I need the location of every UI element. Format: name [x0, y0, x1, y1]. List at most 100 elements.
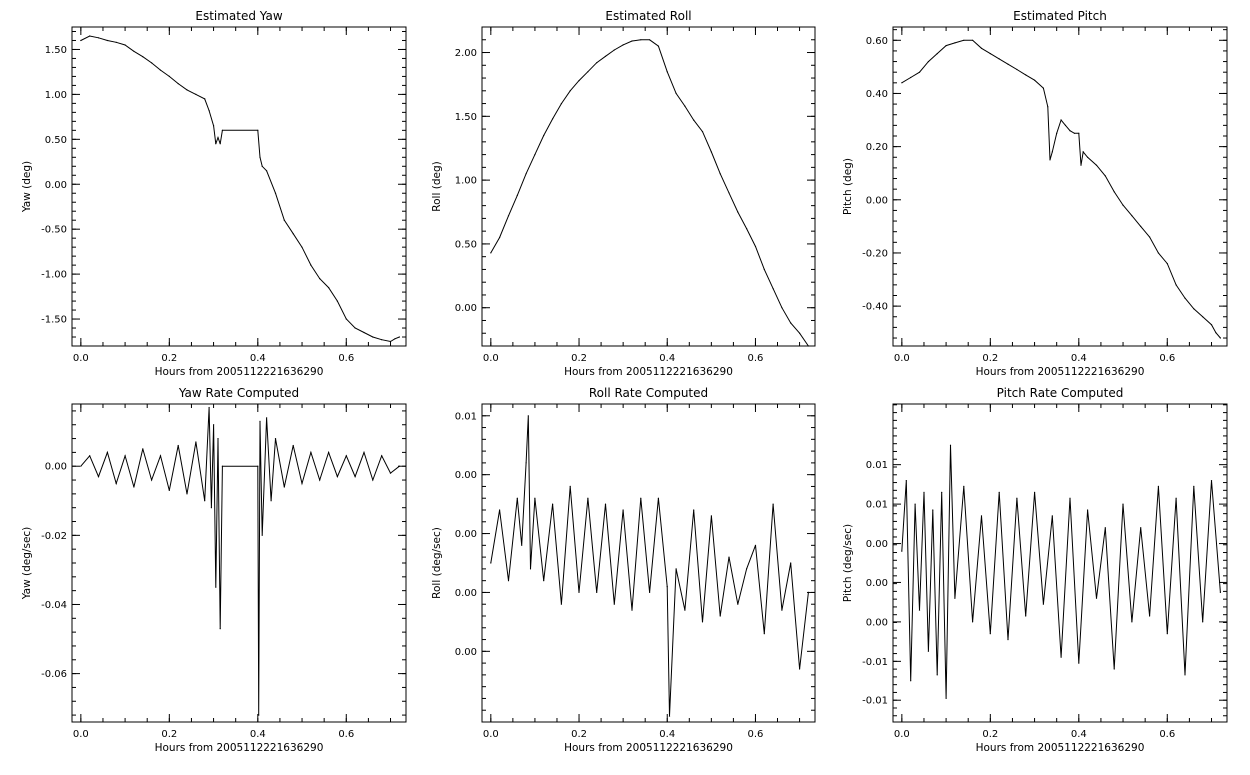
- y-tick-label: 0.60: [866, 36, 888, 47]
- y-tick-label: -1.00: [41, 270, 67, 281]
- data-point: [345, 455, 347, 457]
- data-point: [1157, 485, 1159, 487]
- data-point: [159, 455, 162, 457]
- data-point: [345, 318, 347, 320]
- data-point: [772, 503, 774, 505]
- y-tick-label: 0.40: [866, 89, 888, 100]
- data-point: [1157, 252, 1159, 254]
- data-point: [1056, 132, 1058, 134]
- y-tick-label: 1.00: [45, 90, 67, 101]
- chart-panel-5: Roll Rate Computed Hours from 20051122216…: [431, 386, 816, 754]
- data-point: [1042, 603, 1044, 605]
- chart-panel-2: Estimated Roll Hours from 200511222163629…: [431, 9, 816, 378]
- data-point: [578, 591, 580, 594]
- data-point: [142, 448, 144, 450]
- chart-title: Roll Rate Computed: [589, 386, 708, 400]
- x-tick-label: 0.0: [894, 353, 910, 364]
- x-tick-label: 0.6: [1159, 353, 1175, 364]
- data-point: [328, 287, 330, 289]
- data-point: [534, 154, 536, 156]
- chart-panel-4: Yaw Rate Computed Hours from 200511222163…: [21, 386, 407, 754]
- data-point: [186, 493, 188, 495]
- data-point: [1060, 119, 1062, 121]
- data-point: [1007, 639, 1009, 641]
- data-point: [219, 628, 221, 630]
- x-tick-label: 0.4: [659, 729, 675, 740]
- data-point: [901, 550, 903, 552]
- x-tick-label: 0.2: [571, 729, 587, 740]
- x-tick-label: 0.2: [161, 729, 177, 740]
- data-point: [1069, 497, 1071, 499]
- y-tick-label: 0.00: [866, 539, 888, 550]
- data-point: [543, 580, 545, 582]
- data-point: [168, 489, 170, 491]
- data-point: [106, 39, 108, 42]
- series-line: [490, 415, 809, 717]
- data-point: [1184, 674, 1186, 676]
- data-point: [799, 668, 801, 670]
- chart-title: Estimated Pitch: [1013, 9, 1107, 23]
- y-tick-label: 1.00: [455, 176, 477, 187]
- data-point: [80, 465, 82, 467]
- data-point: [363, 451, 365, 453]
- series-line: [901, 39, 1221, 339]
- data-point: [534, 497, 536, 499]
- data-point: [578, 80, 580, 82]
- data-point: [998, 58, 1000, 60]
- data-point: [1193, 308, 1195, 310]
- data-point: [336, 300, 338, 302]
- y-tick-label: 0.20: [866, 142, 888, 153]
- data-point: [622, 509, 624, 511]
- y-tick-label: -1.50: [41, 315, 67, 326]
- y-tick-label: 0.01: [866, 500, 888, 511]
- data-point: [604, 55, 607, 57]
- data-point: [1073, 132, 1075, 134]
- data-point: [221, 465, 223, 467]
- data-point: [1034, 79, 1036, 81]
- x-tick-label: 0.6: [338, 353, 354, 364]
- data-point: [1007, 63, 1009, 65]
- data-point: [115, 482, 117, 485]
- data-point: [675, 568, 677, 570]
- data-point: [1025, 615, 1027, 617]
- data-point: [1131, 621, 1133, 623]
- data-point: [693, 509, 695, 511]
- data-point: [963, 39, 965, 41]
- data-point: [980, 47, 983, 49]
- plot-frame: [71, 403, 407, 723]
- data-point: [177, 444, 179, 447]
- y-axis-label: Pitch (deg): [842, 158, 854, 215]
- data-point: [259, 156, 261, 158]
- data-point: [217, 438, 219, 440]
- y-axis-label: Roll (deg): [431, 161, 443, 211]
- data-point: [1082, 151, 1084, 153]
- y-tick-label: 0.00: [45, 180, 67, 191]
- chart-title: Yaw Rate Computed: [178, 386, 299, 400]
- data-point: [989, 53, 991, 55]
- y-tick-label: 0.00: [455, 588, 477, 599]
- data-point: [1131, 215, 1133, 217]
- data-point: [210, 507, 212, 509]
- x-tick-label: 0.4: [250, 729, 266, 740]
- data-point: [945, 45, 947, 47]
- data-point: [790, 322, 792, 324]
- x-axis-label: Hours from 2005112221636290: [155, 366, 324, 378]
- data-point: [215, 586, 217, 588]
- chart-title: Pitch Rate Computed: [997, 386, 1124, 400]
- data-point: [1122, 503, 1124, 505]
- data-point: [213, 424, 215, 426]
- data-point: [737, 211, 739, 213]
- y-tick-label: -0.40: [862, 302, 888, 313]
- data-point: [1149, 236, 1151, 238]
- data-point: [746, 228, 748, 230]
- data-point: [168, 75, 170, 77]
- data-point: [998, 491, 1000, 493]
- y-axis-label: Yaw (deg/sec): [21, 527, 33, 601]
- y-tick-label: 0.00: [866, 617, 888, 628]
- data-point: [124, 44, 126, 46]
- data-point: [972, 621, 974, 623]
- data-point: [905, 480, 907, 482]
- data-point: [328, 451, 330, 453]
- data-point: [215, 143, 217, 145]
